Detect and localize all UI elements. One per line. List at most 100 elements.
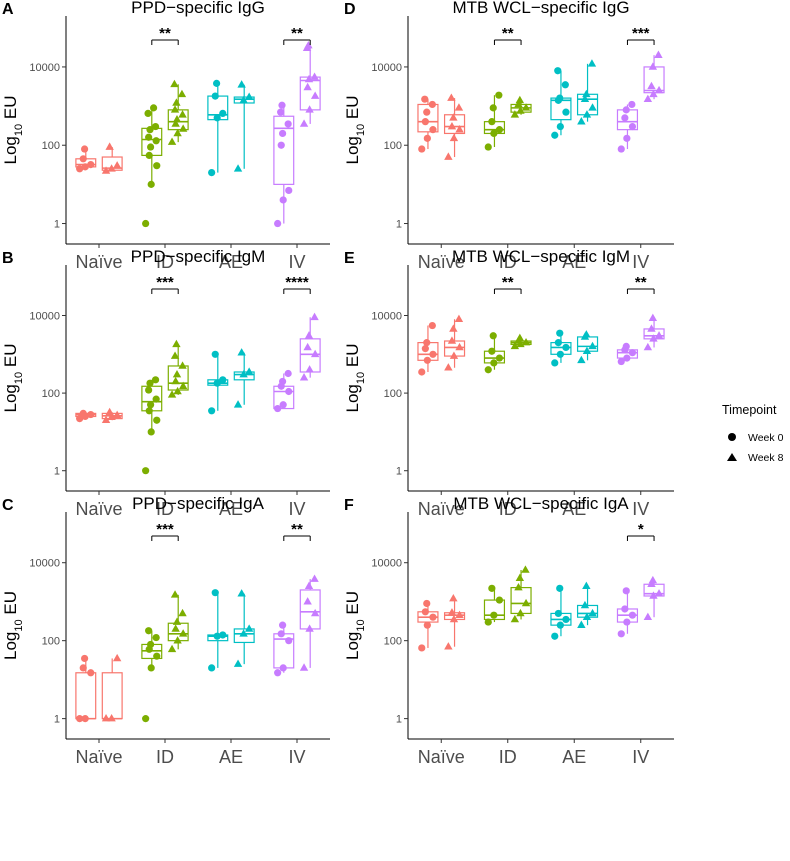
data-point xyxy=(305,105,314,113)
box-iv-week8 xyxy=(299,312,321,381)
legend-circle-icon xyxy=(728,433,736,441)
box-iv-week8 xyxy=(299,574,321,671)
data-point xyxy=(562,615,570,624)
significance-label: ** xyxy=(502,274,514,291)
data-point xyxy=(279,129,287,138)
data-point xyxy=(170,79,179,88)
panel-f: MTB WCL−specific IgA F Log10 EU 1 100 10000 Na… xyxy=(343,494,674,767)
data-point xyxy=(454,314,464,323)
box-naive-week0 xyxy=(75,654,97,723)
x-tick-label: AE xyxy=(219,747,243,767)
x-tick-label: AE xyxy=(562,252,586,272)
data-point xyxy=(447,93,456,101)
significance-label: ** xyxy=(635,274,647,291)
data-point xyxy=(562,108,570,116)
data-point xyxy=(147,401,155,409)
data-point xyxy=(153,416,161,424)
data-point xyxy=(208,168,216,177)
data-point xyxy=(112,653,122,662)
box-ae-week8 xyxy=(233,589,255,667)
box-ae-week8 xyxy=(576,59,599,125)
x-tick-label: IV xyxy=(288,499,305,519)
y-tick-label: 1 xyxy=(396,466,402,478)
data-point xyxy=(449,594,458,602)
data-point xyxy=(647,324,656,332)
data-point xyxy=(556,94,564,102)
box-iqr xyxy=(510,586,532,615)
data-point xyxy=(521,103,531,111)
data-point xyxy=(643,342,653,351)
box-ae-week0 xyxy=(207,589,229,672)
data-point xyxy=(617,145,625,153)
data-point xyxy=(444,642,453,650)
y-tick-label: 1 xyxy=(54,714,60,726)
panel-title: PPD−specific IgM xyxy=(131,247,266,266)
data-point xyxy=(213,379,221,387)
data-point xyxy=(643,94,653,102)
data-point xyxy=(510,110,520,118)
x-tick-label: ID xyxy=(499,252,517,272)
data-point xyxy=(649,334,658,342)
data-point xyxy=(423,599,431,608)
significance-label: **** xyxy=(285,274,309,291)
data-point xyxy=(112,410,122,418)
x-tick-label: ID xyxy=(499,747,517,767)
legend-title: Timepoint xyxy=(722,403,777,417)
data-point xyxy=(146,379,154,387)
box-id-week0 xyxy=(141,627,163,723)
data-point xyxy=(79,409,87,417)
panel-letter: E xyxy=(344,250,355,267)
significance-label: *** xyxy=(156,274,174,291)
data-point xyxy=(172,369,182,378)
data-point xyxy=(654,589,664,597)
data-point xyxy=(449,614,459,623)
data-point xyxy=(556,621,564,629)
data-point xyxy=(87,410,95,419)
data-point xyxy=(142,715,150,723)
data-point xyxy=(588,341,597,350)
data-point xyxy=(515,333,525,341)
data-point xyxy=(515,95,525,104)
data-point xyxy=(484,366,492,374)
legend-triangle-icon xyxy=(727,453,737,461)
data-point xyxy=(449,324,458,332)
data-point xyxy=(147,143,155,151)
data-point xyxy=(107,412,116,420)
data-point xyxy=(418,368,426,376)
data-point xyxy=(554,609,562,618)
data-point xyxy=(142,219,150,228)
data-point xyxy=(105,142,114,150)
data-point xyxy=(429,613,437,621)
significance-bracket: ** xyxy=(493,25,522,45)
data-point xyxy=(145,407,153,415)
data-point xyxy=(170,351,180,359)
data-point xyxy=(649,89,658,98)
box-iqr xyxy=(299,589,321,630)
data-point xyxy=(167,137,177,145)
significance-bracket: **** xyxy=(283,274,311,294)
data-point xyxy=(178,361,187,369)
data-point xyxy=(147,640,155,649)
box-iv-week8 xyxy=(643,313,665,351)
data-point xyxy=(172,339,181,348)
data-point xyxy=(647,81,656,90)
data-point xyxy=(237,80,246,88)
data-point xyxy=(145,133,153,141)
y-tick-label: 100 xyxy=(384,388,402,400)
x-tick-label: Naïve xyxy=(75,252,122,272)
box-naive-week0 xyxy=(417,95,439,153)
data-point xyxy=(278,101,286,109)
data-point xyxy=(648,62,658,70)
data-point xyxy=(617,357,625,366)
data-point xyxy=(654,50,663,58)
x-tick-label: Naïve xyxy=(418,252,465,272)
data-point xyxy=(580,600,590,609)
x-tick-label: IV xyxy=(632,747,649,767)
x-tick-label: ID xyxy=(156,499,174,519)
data-point xyxy=(213,632,221,640)
data-point xyxy=(484,143,492,151)
data-point xyxy=(423,356,431,364)
data-point xyxy=(237,589,246,597)
data-point xyxy=(521,565,530,573)
box-iqr xyxy=(75,672,97,720)
